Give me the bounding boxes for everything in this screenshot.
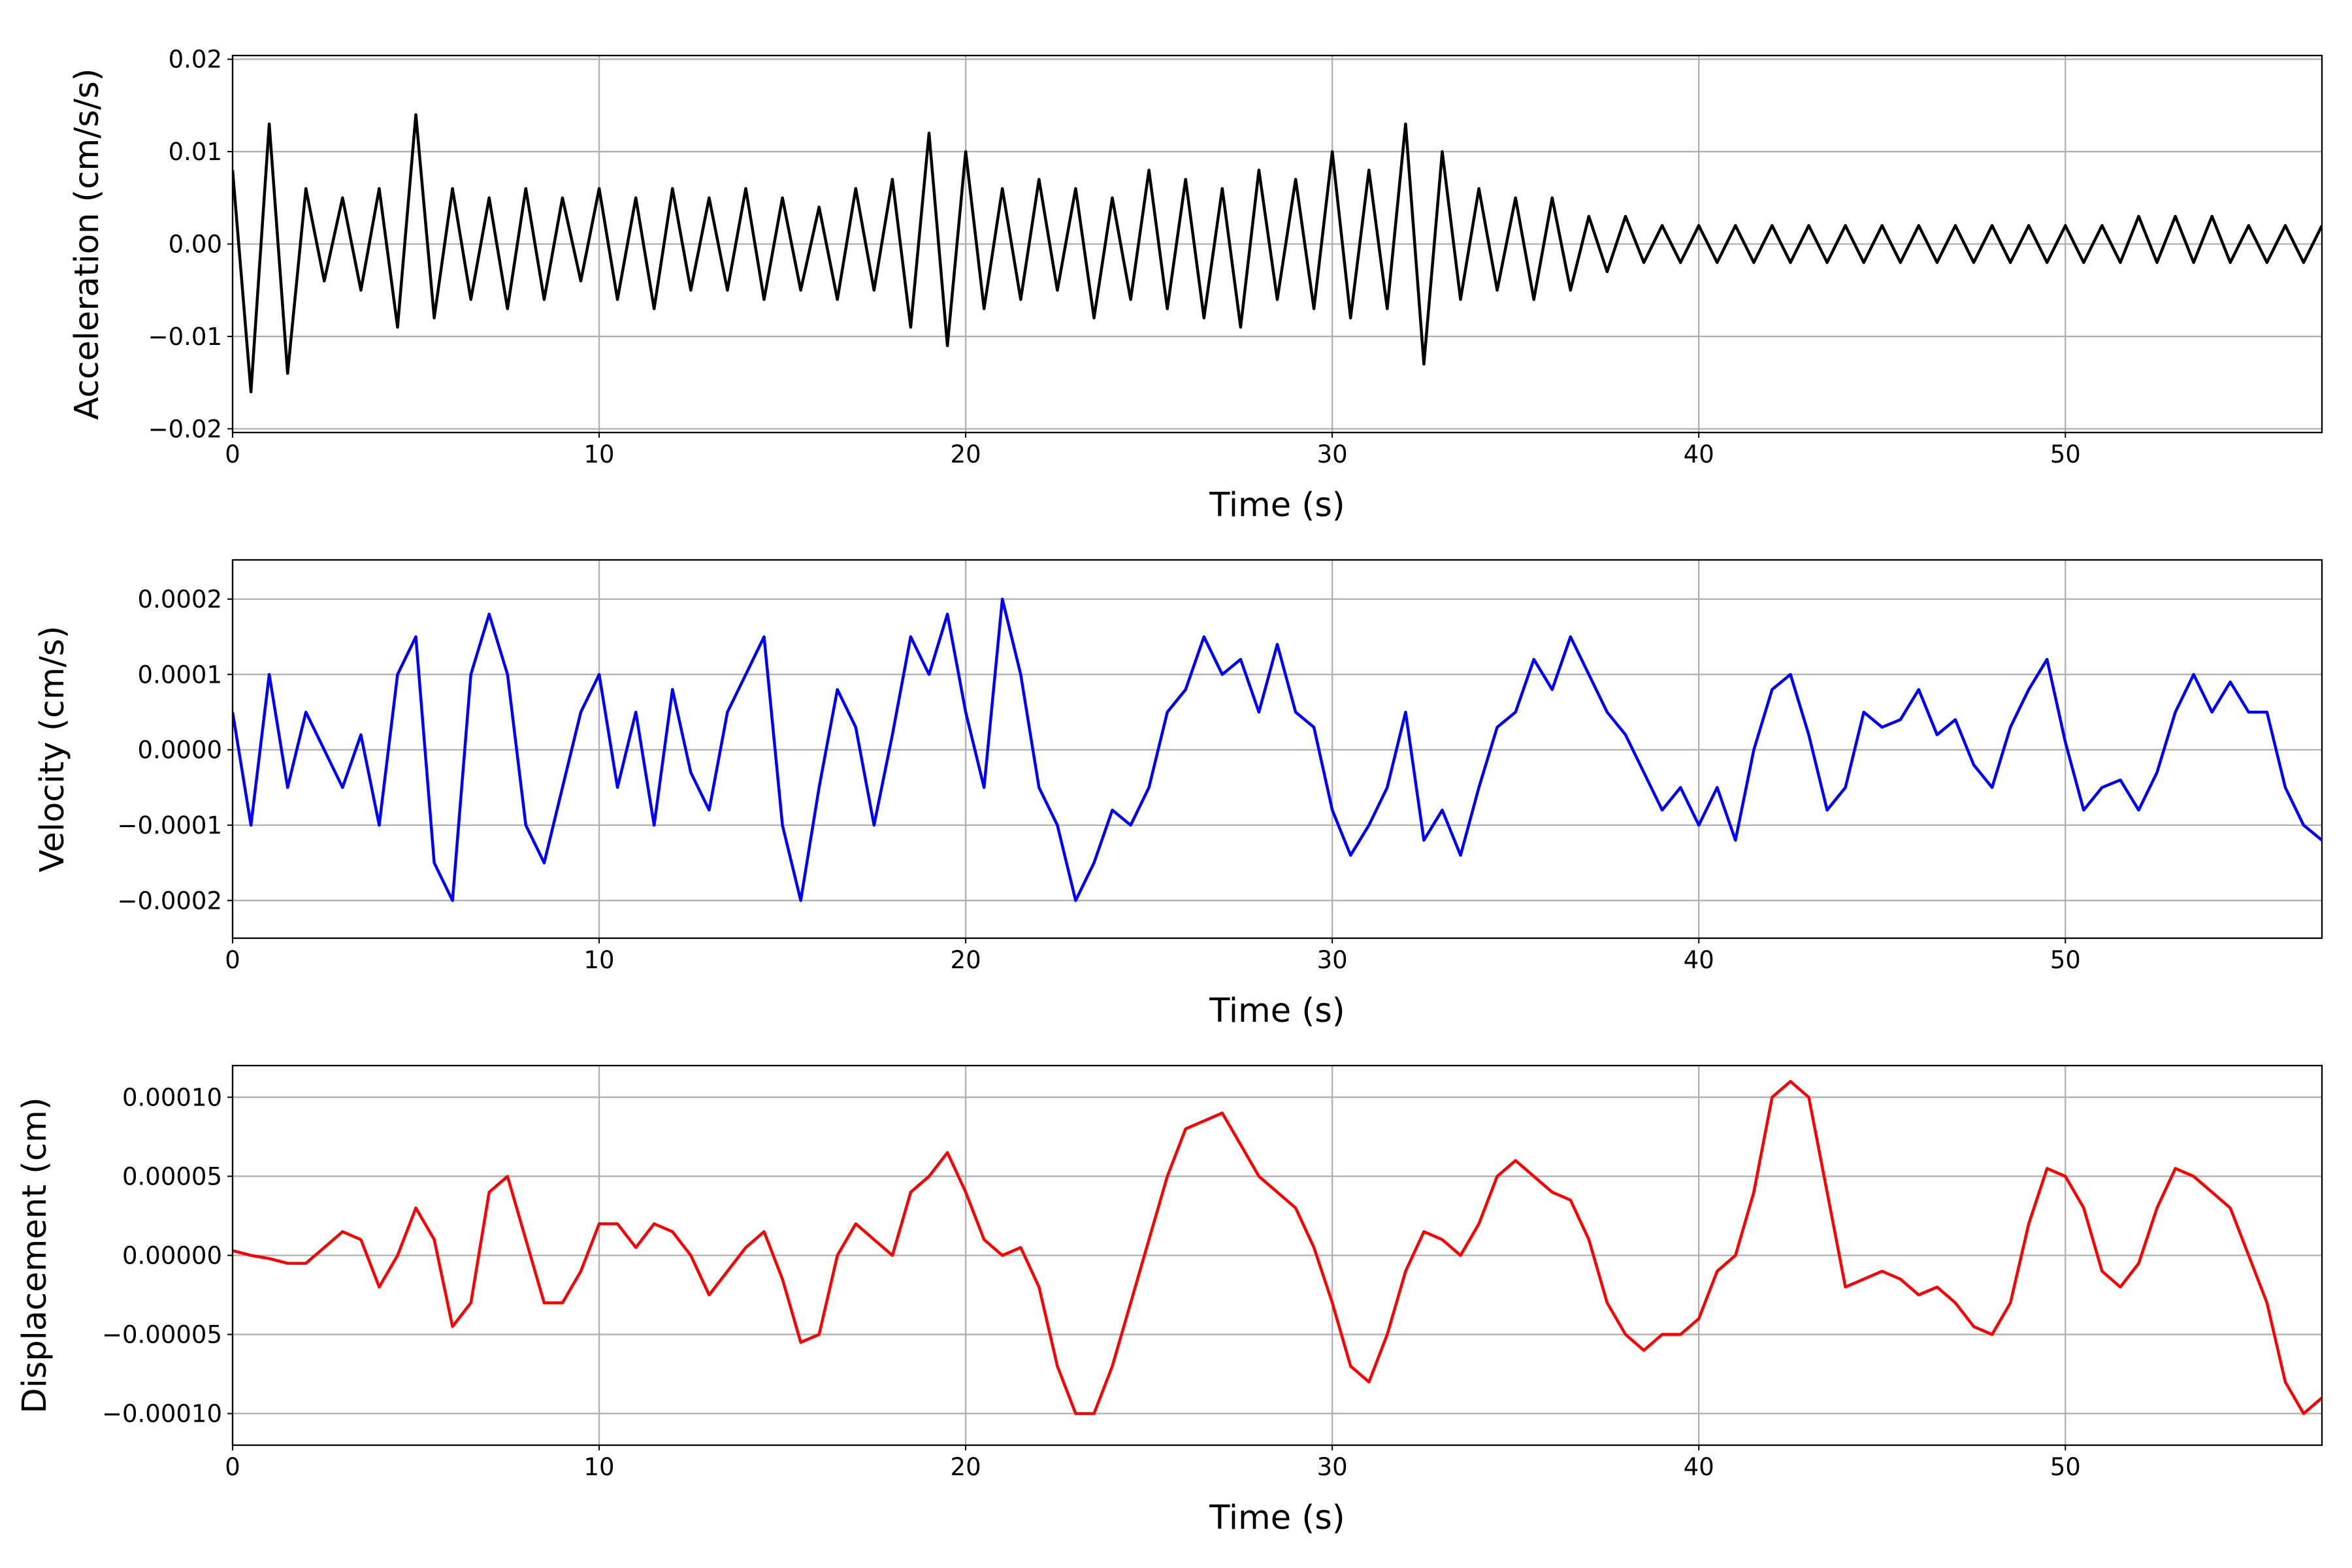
y-tick-label: −0.0002 [118,887,222,915]
data-line [233,597,2322,902]
x-tick-label: 50 [2050,440,2081,468]
subplot: 0 10 20 30 40 50 −0.00010 −0.00005 0.00000 0.0000… [16,1064,2323,1537]
x-tick-label: 20 [951,1453,981,1481]
x-tick-label: 40 [1684,1453,1714,1481]
x-tick-label: 40 [1684,440,1714,468]
axes-frame [231,1064,2323,1446]
axes-frame [231,54,2323,434]
x-tick-label: 0 [225,946,240,974]
y-tick-label: −0.0001 [118,811,222,840]
data-line [233,113,2322,394]
x-axis-label: Time (s) [1209,1499,1345,1537]
y-tick-label: 0.00010 [122,1083,222,1111]
x-tick-label: 20 [951,440,981,468]
y-tick-label: −0.02 [148,415,222,443]
x-tick-label: 0 [225,1453,240,1481]
subplot: 0 10 20 30 40 50 −0.0002 −0.0001 0.0000 0.0001 0.0… [33,559,2323,1030]
x-tick-label: 30 [1317,440,1348,468]
x-axis-label: Time (s) [1209,486,1345,525]
x-tick-label: 20 [951,946,981,974]
y-tick-label: −0.00010 [102,1400,222,1428]
y-tick-label: 0.0002 [138,585,222,613]
y-tick-label: 0.0001 [138,661,222,689]
y-tick-label: −0.00005 [102,1321,222,1349]
x-tick-label: 30 [1317,946,1348,974]
y-tick-label: 0.01 [169,138,222,166]
x-tick-label: 50 [2050,946,2081,974]
y-tick-label: 0.00000 [122,1242,222,1270]
axes-frame [231,559,2323,939]
y-axis-label: Displacement (cm) [16,1097,54,1413]
y-tick-label: 0.0000 [138,736,222,764]
subplot: 0 10 20 30 40 50 −0.02 −0.01 0.00 0.01 0.02 Time (s… [68,46,2323,525]
x-axis-label: Time (s) [1209,992,1345,1030]
x-tick-label: 10 [584,946,615,974]
x-tick-label: 40 [1684,946,1714,974]
y-tick-label: 0.00005 [122,1162,222,1190]
y-axis-label: Acceleration (cm/s/s) [68,68,106,419]
x-tick-label: 0 [225,440,240,468]
y-tick-label: 0.02 [169,46,222,74]
y-tick-label: 0.00 [169,231,222,259]
x-tick-label: 50 [2050,1453,2081,1481]
data-line [233,1079,2322,1415]
y-tick-label: −0.01 [148,323,222,351]
x-tick-label: 30 [1317,1453,1348,1481]
x-tick-label: 10 [584,440,615,468]
y-axis-label: Velocity (cm/s) [33,626,72,873]
x-tick-label: 10 [584,1453,615,1481]
